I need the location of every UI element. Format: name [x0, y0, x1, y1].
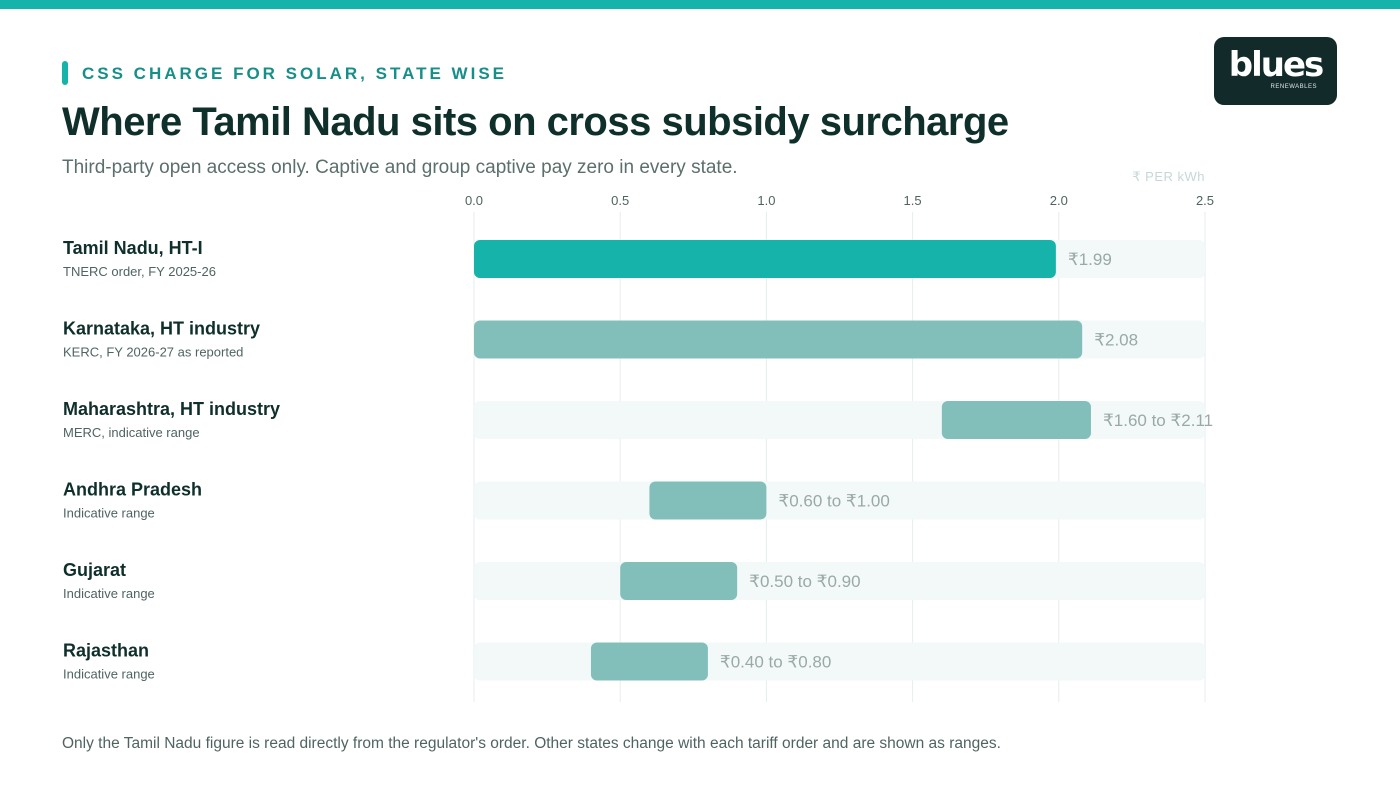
row-source-note: Indicative range [63, 667, 155, 682]
bar-range [649, 481, 767, 520]
bar-value-label: ₹1.60 to ₹2.11 [1103, 411, 1213, 430]
footnote: Only the Tamil Nadu figure is read direc… [62, 735, 1001, 752]
row-label: Maharashtra, HT industry [63, 399, 280, 419]
row-source-note: Indicative range [63, 506, 155, 521]
bar-value-label: ₹0.50 to ₹0.90 [749, 572, 860, 591]
row-label: Andhra Pradesh [63, 480, 202, 500]
bar-range [620, 562, 738, 600]
row-source-note: Indicative range [63, 586, 155, 601]
eyebrow-accent-bar [62, 61, 68, 85]
page-title: Where Tamil Nadu sits on cross subsidy s… [62, 100, 1009, 144]
page-subtitle: Third-party open access only. Captive an… [62, 157, 738, 178]
x-tick-label: 2.5 [1196, 193, 1214, 208]
row-label: Rajasthan [63, 641, 149, 661]
bar-range [590, 642, 708, 681]
bar-highlight [474, 240, 1056, 278]
eyebrow-label: CSS CHARGE FOR SOLAR, STATE WISE [82, 64, 507, 83]
row-label: Karnataka, HT industry [63, 319, 260, 339]
axis-unit-label: ₹ PER kWh [1132, 169, 1205, 184]
row-label: Tamil Nadu, HT-I [63, 238, 203, 258]
x-tick-label: 1.5 [904, 193, 922, 208]
bar-value-label: ₹0.40 to ₹0.80 [720, 653, 831, 672]
x-tick-label: 0.5 [611, 193, 629, 208]
x-tick-label: 1.0 [757, 193, 775, 208]
brand-logo: blues RENEWABLES [1214, 37, 1337, 105]
x-tick-label: 0.0 [465, 193, 483, 208]
top-accent-strip [0, 0, 1400, 9]
bar-value-label: ₹0.60 to ₹1.00 [778, 492, 889, 511]
row-source-note: TNERC order, FY 2025-26 [63, 264, 216, 279]
bar-track [474, 401, 1205, 439]
logo-tagline: RENEWABLES [1270, 84, 1317, 90]
bar-track [474, 642, 1205, 681]
row-source-note: KERC, FY 2026-27 as reported [63, 345, 243, 360]
x-tick-label: 2.0 [1050, 193, 1068, 208]
bar-range [474, 320, 1083, 359]
bar-value-label: ₹2.08 [1094, 331, 1138, 350]
logo-wordmark: blues [1228, 45, 1325, 85]
bar-range [941, 401, 1091, 439]
bar-value-label: ₹1.99 [1068, 250, 1112, 269]
row-label: Gujarat [63, 560, 126, 580]
row-source-note: MERC, indicative range [63, 425, 200, 440]
